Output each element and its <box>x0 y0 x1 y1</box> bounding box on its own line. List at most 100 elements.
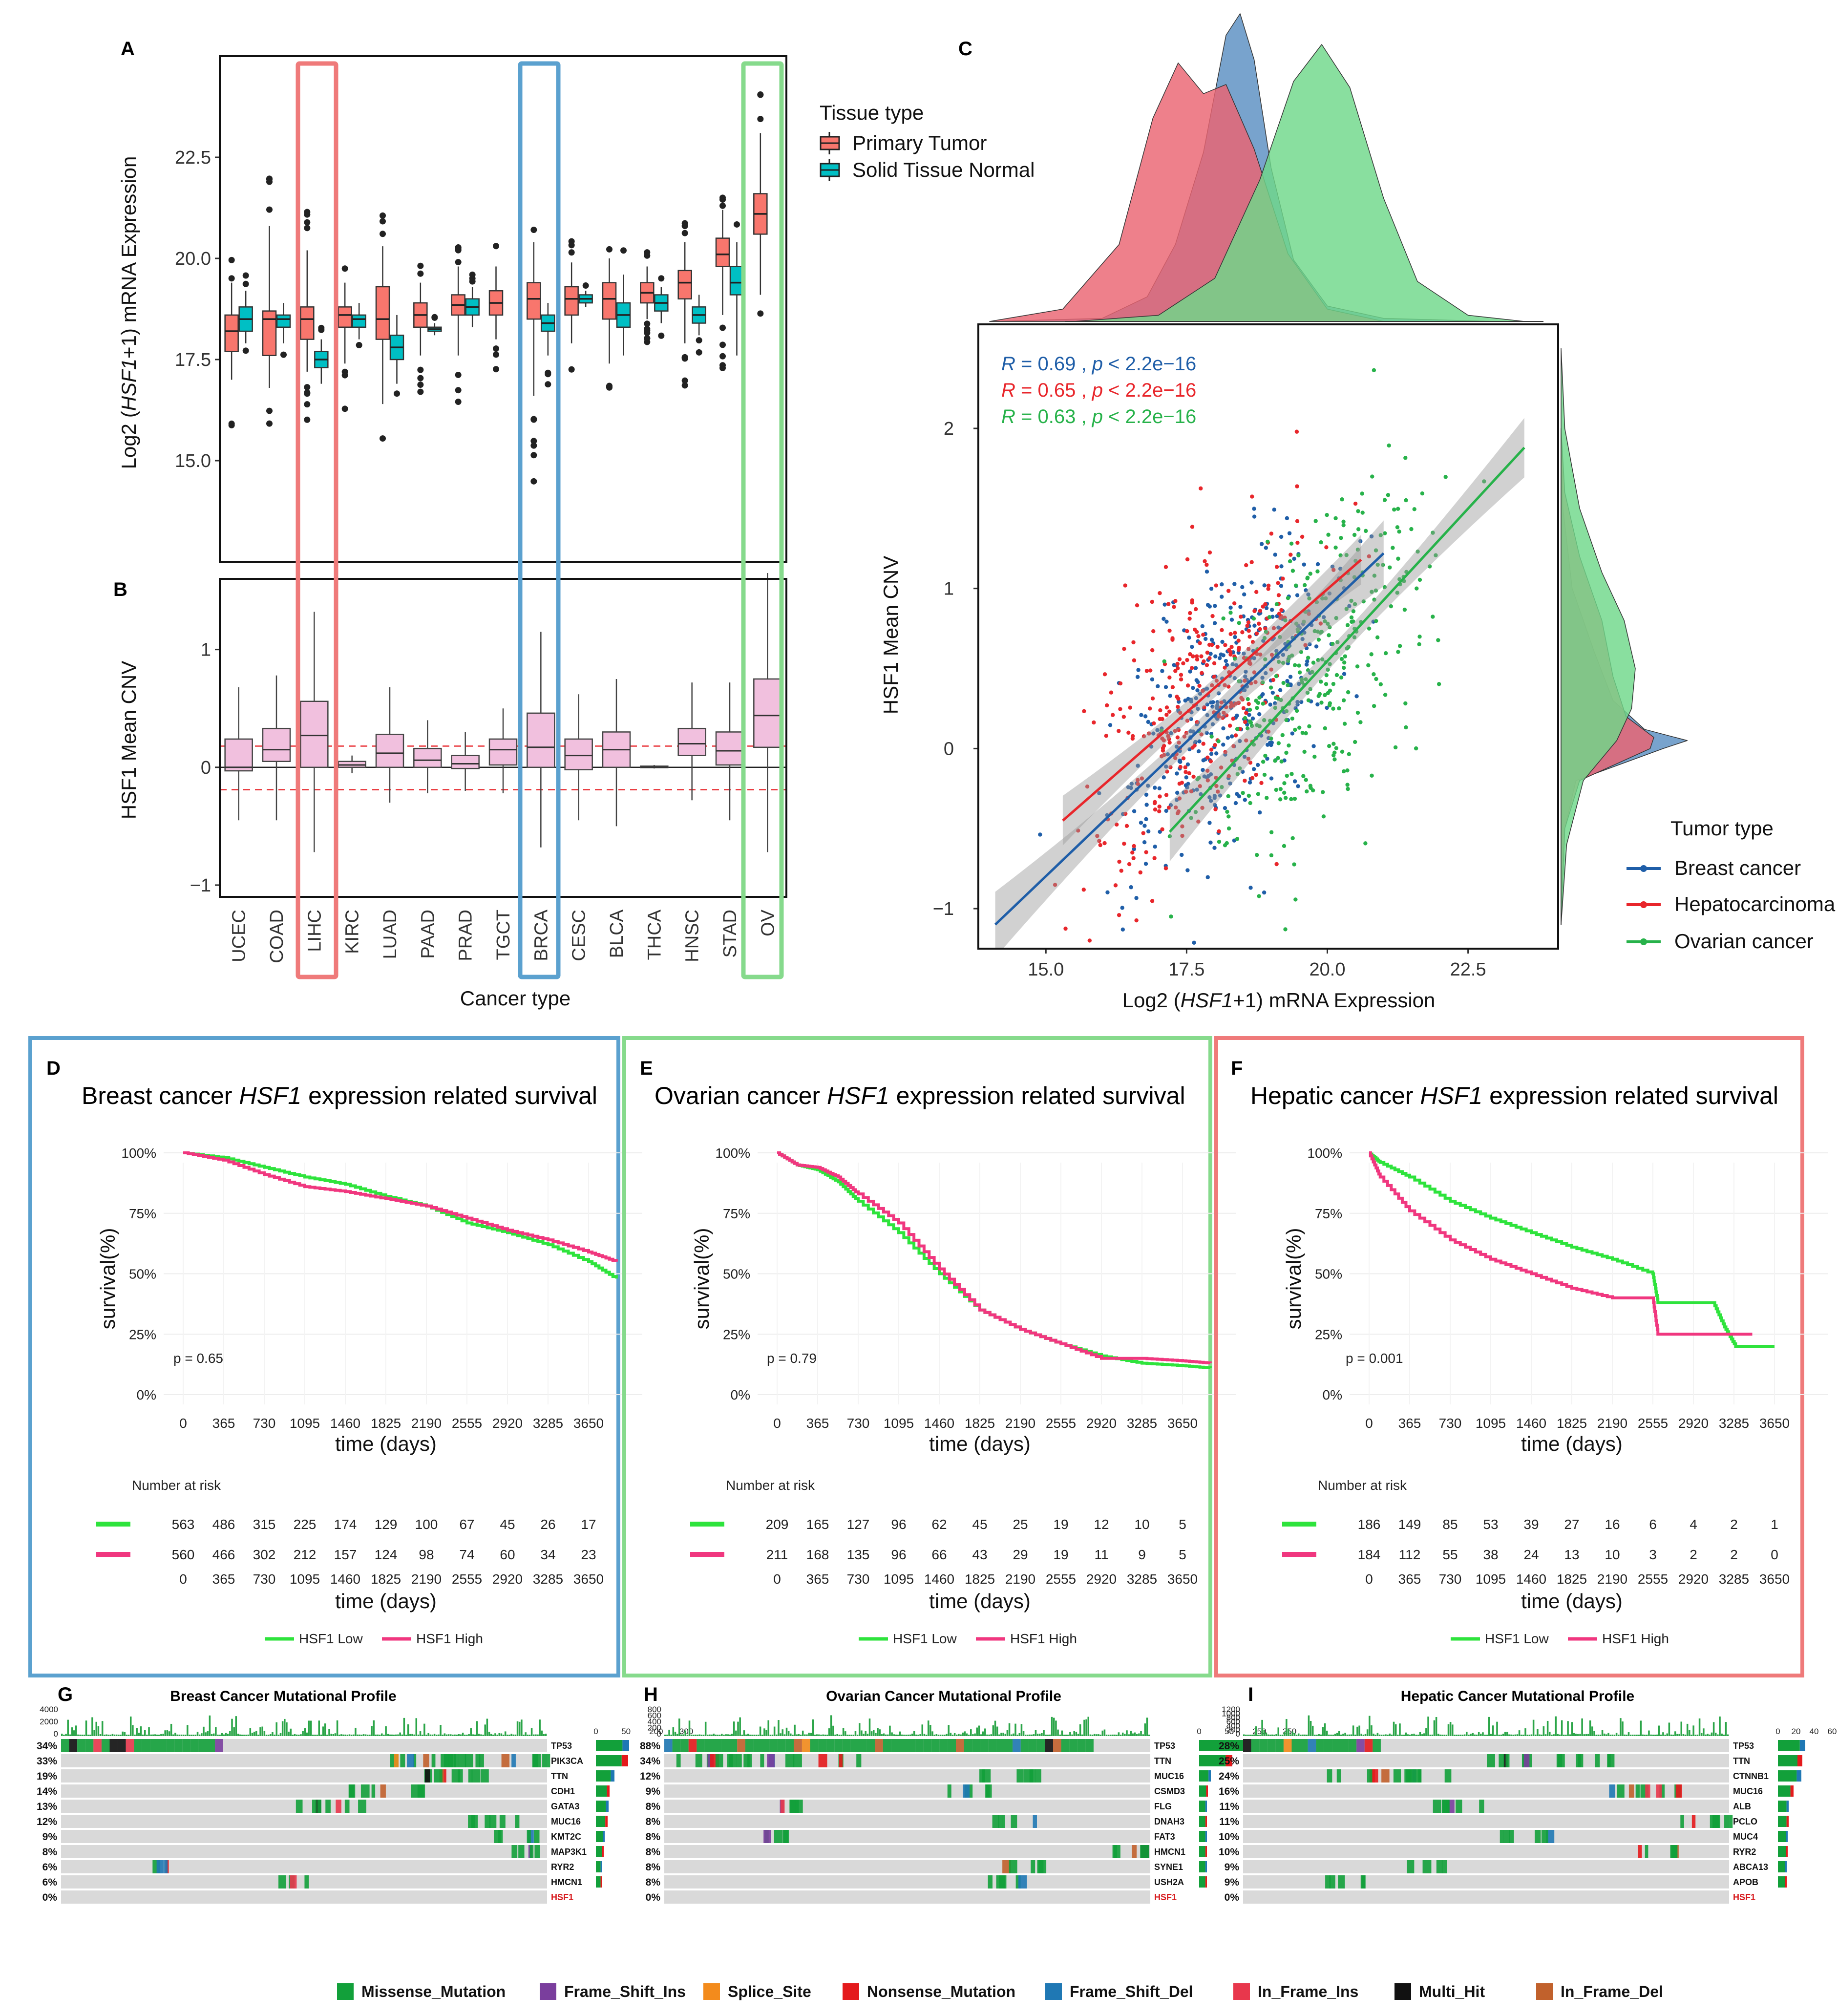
scatter-point-ovarian-cancer <box>1369 652 1373 657</box>
i-tmb-bar <box>1466 1732 1468 1736</box>
g-tmb-bar <box>265 1734 268 1736</box>
h-tmb-bar <box>854 1731 857 1736</box>
i-tmb-bar <box>1611 1734 1614 1736</box>
scatter-point-breast-cancer <box>1177 759 1182 764</box>
i-tmb-bar <box>1636 1734 1638 1736</box>
scatter-point-hepatocarcinoma <box>1126 730 1131 735</box>
scatter-point-ovarian-cancer <box>1249 723 1254 728</box>
box-outlier <box>417 270 424 277</box>
h-tmb-bar <box>994 1720 996 1736</box>
scatter-point-hepatocarcinoma <box>1199 654 1204 658</box>
i-tmb-bar <box>1454 1734 1456 1736</box>
e-xtick-label: 0 <box>773 1416 781 1431</box>
h-tmb-bar <box>1016 1734 1018 1736</box>
d-risk-high-value: 23 <box>581 1547 596 1562</box>
d-risk-high-value: 74 <box>459 1547 474 1562</box>
scatter-point-breast-cancer <box>1292 779 1297 784</box>
box-outlier <box>280 351 287 358</box>
i-tmb-bar <box>1415 1734 1417 1736</box>
scatter-point-hepatocarcinoma <box>1178 764 1183 769</box>
i-tmb-bar <box>1387 1734 1389 1736</box>
h-tmb-bar <box>1018 1733 1021 1736</box>
i-tmb-bar <box>1577 1734 1579 1736</box>
h-mutation-cell <box>785 1754 795 1767</box>
i-tmb-bar <box>1271 1734 1273 1736</box>
i-mutation-cell <box>1356 1739 1365 1752</box>
e-risk-low-value: 25 <box>1013 1517 1028 1532</box>
scatter-point-ovarian-cancer <box>1282 790 1287 795</box>
h-tmb-bar <box>702 1734 705 1736</box>
scatter-point-breast-cancer <box>1264 606 1269 610</box>
h-tmb-bar <box>824 1734 826 1736</box>
h-mutation-cell <box>1030 1769 1034 1783</box>
h-tmb-bar <box>783 1734 786 1736</box>
box-outlier <box>719 324 726 331</box>
i-tmb-bar <box>1447 1724 1450 1736</box>
scatter-point-ovarian-cancer <box>1262 772 1267 777</box>
i-mutation-cell <box>1332 1739 1340 1752</box>
h-tmb-bar <box>907 1734 909 1736</box>
i-tmb-bar <box>1431 1734 1434 1736</box>
g-tmb-bar <box>399 1732 401 1736</box>
e-risk-high-value: 66 <box>931 1547 947 1562</box>
e-risk-high-value: 29 <box>1013 1547 1028 1562</box>
g-tmb-bar <box>324 1723 326 1736</box>
scatter-point-hepatocarcinoma <box>1289 552 1293 557</box>
h-mutation-cell <box>1024 1769 1030 1783</box>
e-risk-xtick: 0 <box>773 1571 781 1587</box>
h-tmb-bar <box>951 1734 954 1736</box>
g-tmb-bar <box>438 1734 440 1736</box>
g-tmb-bar <box>99 1734 102 1736</box>
scatter-point-breast-cancer <box>1257 712 1262 717</box>
panel-b-x-axis-label: Cancer type <box>460 987 570 1010</box>
i-side-bar-extra <box>1786 1816 1789 1827</box>
scatter-point-ovarian-cancer <box>1344 607 1349 611</box>
panel-e-title: Ovarian cancer HSF1 expression related s… <box>655 1082 1185 1109</box>
g-mutation-cell <box>424 1769 430 1783</box>
d-legend-high: HSF1 High <box>416 1631 483 1646</box>
box-outlier <box>757 91 764 98</box>
h-tmb-bar <box>1055 1720 1057 1736</box>
g-tmb-bar <box>381 1733 383 1736</box>
i-side-bar <box>1778 1740 1800 1751</box>
scatter-point-breast-cancer <box>1228 605 1233 610</box>
i-tmb-bar <box>1571 1722 1573 1736</box>
scatter-point-ovarian-cancer <box>1324 682 1329 686</box>
e-risk-xtick: 3650 <box>1167 1571 1198 1587</box>
i-tmb-bar <box>1696 1734 1699 1736</box>
h-row-bg <box>664 1800 1150 1813</box>
d-risk-low-value: 67 <box>459 1517 474 1532</box>
scatter-point-breast-cancer <box>1155 728 1160 732</box>
e-risk-low-value: 127 <box>847 1517 870 1532</box>
scatter-point-ovarian-cancer <box>1167 834 1172 839</box>
h-percent: 88% <box>640 1740 660 1752</box>
scatter-point-hepatocarcinoma <box>1197 683 1202 688</box>
d-risk-low-value: 26 <box>540 1517 555 1532</box>
cnv-box-lihc <box>300 700 329 768</box>
i-mutation-cell <box>1670 1845 1675 1858</box>
g-mutation-cell <box>61 1739 69 1752</box>
i-mutation-cell <box>1609 1784 1615 1798</box>
g-side-bar-extra <box>606 1801 609 1812</box>
scatter-point-ovarian-cancer <box>1312 754 1317 759</box>
box-outlier <box>228 420 235 427</box>
scatter-point-ovarian-cancer <box>1289 797 1293 802</box>
e-risk-xtick: 3285 <box>1127 1571 1157 1587</box>
h-tmb-bar <box>753 1735 755 1736</box>
scatter-point-hepatocarcinoma <box>1217 714 1221 719</box>
scatter-point-hepatocarcinoma <box>1271 626 1276 631</box>
h-tmb-bar <box>939 1734 942 1736</box>
i-tmb-bar <box>1563 1735 1565 1736</box>
scatter-point-ovarian-cancer <box>1395 525 1400 530</box>
e-xtick-label: 2920 <box>1086 1416 1117 1431</box>
scatter-point-ovarian-cancer <box>1269 736 1273 741</box>
scatter-point-hepatocarcinoma <box>1123 811 1128 816</box>
scatter-point-hepatocarcinoma <box>1248 661 1253 666</box>
scatter-point-hepatocarcinoma <box>1131 856 1136 860</box>
h-tmb-bar <box>757 1734 760 1736</box>
g-tmb-bar <box>184 1734 187 1736</box>
g-tmb-bar <box>233 1727 235 1736</box>
h-percent: 8% <box>646 1831 661 1843</box>
e-xtick-label: 1460 <box>924 1416 954 1431</box>
scatter-point-ovarian-cancer <box>1326 621 1330 626</box>
